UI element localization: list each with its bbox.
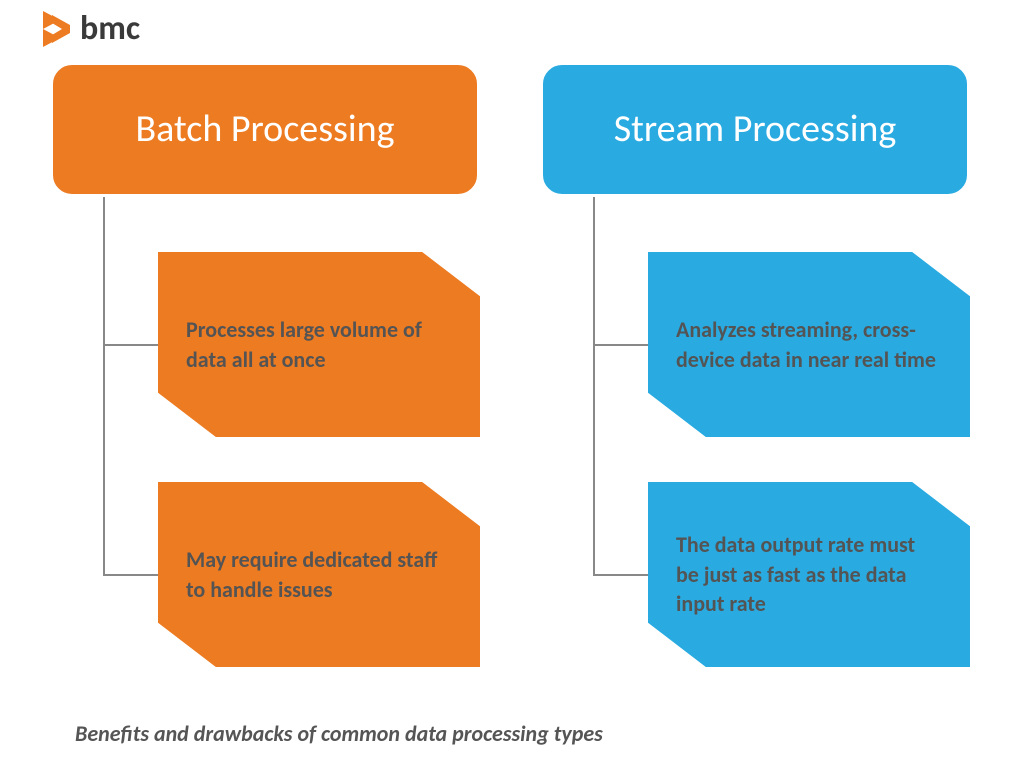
connector-line xyxy=(593,574,648,576)
bmc-logo: bmc xyxy=(40,8,140,49)
connector-line xyxy=(103,197,105,575)
batch-header: Batch Processing xyxy=(50,62,480,197)
item-text: Analyzes streaming, cross-device data in… xyxy=(676,315,942,374)
connector-line xyxy=(103,344,158,346)
comparison-diagram: Batch Processing Processes large volume … xyxy=(50,62,974,712)
connector-line xyxy=(593,197,595,575)
item-text: The data output rate must be just as fas… xyxy=(676,530,942,619)
stream-item-2: The data output rate must be just as fas… xyxy=(648,482,970,667)
stream-header-title: Stream Processing xyxy=(614,107,897,153)
batch-item-2: May require dedicated staff to handle is… xyxy=(158,482,480,667)
stream-item-1: Analyzes streaming, cross-device data in… xyxy=(648,252,970,437)
connector-line xyxy=(593,344,648,346)
connector-line xyxy=(103,574,158,576)
bmc-chevron-icon xyxy=(40,9,74,49)
item-text: May require dedicated staff to handle is… xyxy=(186,545,452,604)
diagram-caption: Benefits and drawbacks of common data pr… xyxy=(75,720,603,747)
logo-text: bmc xyxy=(80,8,140,49)
batch-header-title: Batch Processing xyxy=(136,107,395,153)
item-text: Processes large volume of data all at on… xyxy=(186,315,452,374)
batch-item-1: Processes large volume of data all at on… xyxy=(158,252,480,437)
stream-header: Stream Processing xyxy=(540,62,970,197)
